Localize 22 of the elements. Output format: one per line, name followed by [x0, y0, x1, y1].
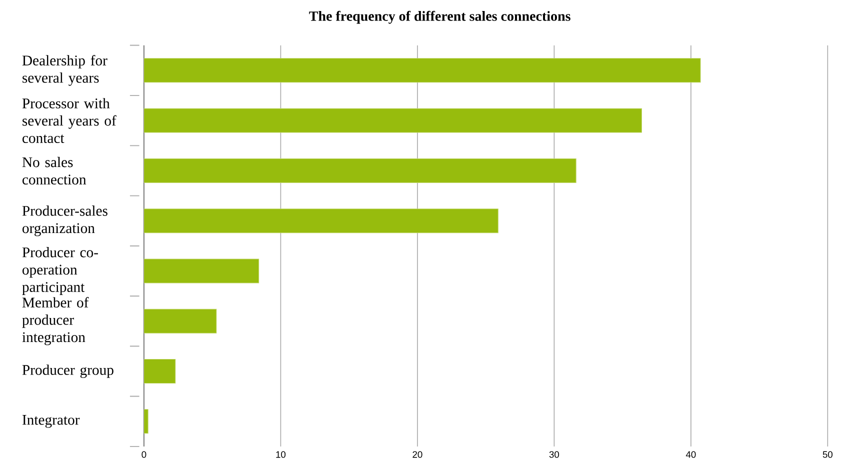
x-tick-label: 20: [412, 450, 422, 458]
y-tick-label: Producer group: [22, 364, 114, 378]
y-tick-label: Producer-sales organization: [22, 205, 108, 236]
bar: [144, 308, 217, 334]
bar: [144, 58, 701, 82]
x-tick-label: 50: [822, 450, 832, 458]
y-tick-label: Processor with several years of contact: [22, 98, 116, 143]
y-tick-label: Dealership for several years: [22, 54, 108, 86]
bar: [144, 158, 576, 183]
x-tick-label: 30: [549, 450, 560, 458]
bar: [144, 208, 498, 233]
y-tick-label: No sales connection: [22, 156, 86, 184]
bar: [144, 108, 642, 133]
y-tick-label: Member of producer integration: [22, 296, 89, 345]
y-tick-label: Integrator: [22, 414, 80, 428]
bar: [144, 258, 260, 284]
x-tick-label: 10: [276, 450, 286, 458]
y-tick-label: Producer co-operation participant: [22, 246, 98, 295]
x-tick-label: 40: [686, 450, 696, 458]
bar: [144, 358, 176, 384]
x-tick-label: 0: [142, 450, 146, 458]
chart-title: The frequency of different sales connections: [309, 10, 570, 24]
